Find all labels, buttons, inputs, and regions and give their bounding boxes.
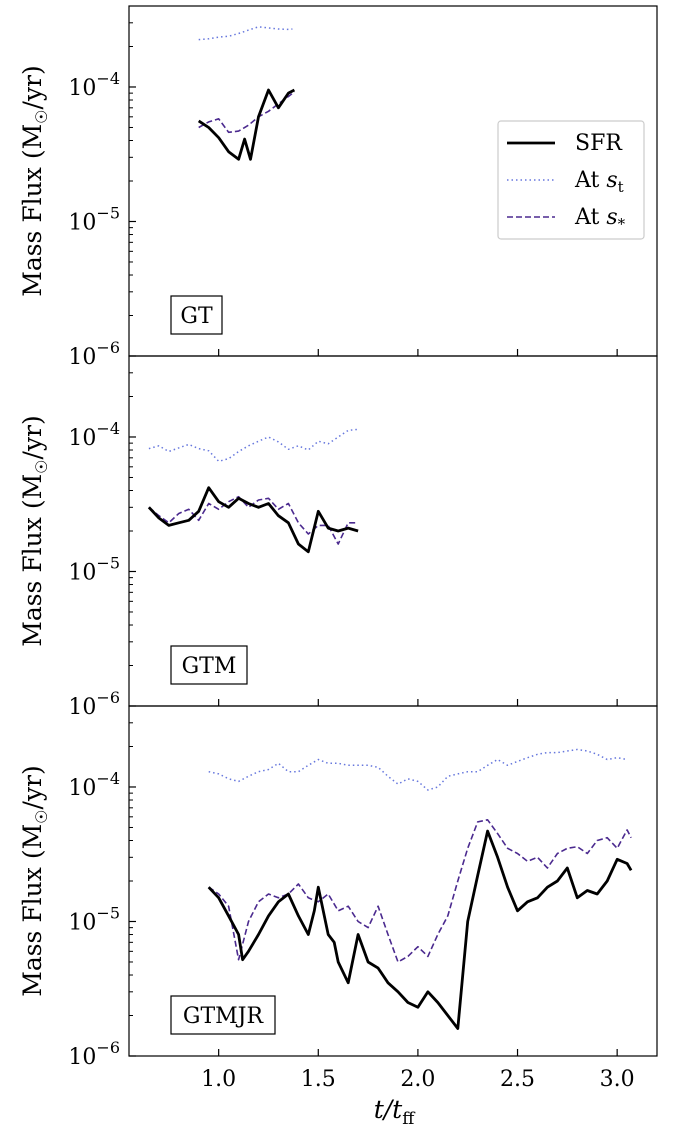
y-label-right: /yr) [18, 65, 47, 109]
panel-tag-text: GTMJR [183, 1004, 265, 1029]
series-gtm-at-st [148, 428, 359, 463]
y-tick-label: 10−5 [68, 553, 120, 585]
legend-label-st: At st [574, 168, 624, 196]
x-label-sub: ff [402, 1109, 416, 1129]
panel-tag-gt: GT [170, 295, 223, 335]
y-tick-label: 10−4 [68, 769, 120, 801]
legend: SFR At st At s* [497, 120, 645, 240]
series-gtm-sfr [147, 486, 359, 554]
panel-tag-gtm: GTM [170, 645, 248, 685]
y-tick-label: 10−5 [68, 203, 120, 235]
series-gt-at-st [198, 26, 293, 41]
x-tick-label: 1.5 [301, 1067, 336, 1092]
y-label-sun: ☉ [32, 109, 51, 123]
y-label-right: /yr) [18, 765, 47, 809]
tick-label-layer: 10−6 10−5 10−4 10−6 10−5 10−4 10−6 10−5 10−4 1.0 1… [68, 69, 634, 1092]
series-gtmjr-at-sstar [208, 818, 632, 963]
series-layer [147, 26, 633, 1030]
y-axis-label-gtm: Mass Flux (M☉/yr) [18, 415, 51, 647]
y-axis-label-gt: Mass Flux (M☉/yr) [18, 65, 51, 297]
series-gtmjr-sfr [207, 829, 633, 1030]
legend-label-sstar: At s* [574, 205, 626, 233]
x-tick-label: 2.0 [400, 1067, 435, 1092]
ticks-layer [129, 5, 618, 1057]
y-label-right: /yr) [18, 415, 47, 459]
y-tick-label: 10−4 [68, 419, 120, 451]
y-axis-label-gtmjr: Mass Flux (M☉/yr) [18, 765, 51, 997]
y-label-left: Mass Flux (M [18, 824, 47, 997]
y-label-left: Mass Flux (M [18, 474, 47, 647]
y-tick-label: 10−6 [68, 688, 120, 720]
x-label-main: t/t [374, 1095, 403, 1124]
y-label-left: Mass Flux (M [18, 124, 47, 297]
x-tick-label: 3.0 [600, 1067, 635, 1092]
panel-tag-gtmjr: GTMJR [170, 995, 276, 1035]
series-gt-sfr [197, 88, 296, 161]
legend-frame [497, 120, 645, 240]
series-gtmjr-at-st [208, 748, 628, 791]
y-tick-label: 10−6 [68, 338, 120, 370]
x-tick-label: 1.0 [201, 1067, 236, 1092]
y-tick-label: 10−5 [68, 903, 120, 935]
y-label-sun: ☉ [32, 459, 51, 473]
x-tick-label: 2.5 [500, 1067, 535, 1092]
svg-text:Mass Flux (M☉/yr): Mass Flux (M☉/yr) [18, 65, 51, 297]
legend-label-sfr: SFR [575, 131, 623, 156]
series-gt-at-sstar [198, 91, 295, 134]
panel-tag-text: GTM [182, 654, 237, 679]
series-gtm-at-sstar [148, 495, 359, 545]
x-axis-label: t/tff [374, 1095, 417, 1129]
y-tick-label: 10−4 [68, 69, 120, 101]
y-label-sun: ☉ [32, 809, 51, 823]
panel-tag-text: GT [180, 304, 213, 329]
svg-text:Mass Flux (M☉/yr): Mass Flux (M☉/yr) [18, 765, 51, 997]
svg-text:Mass Flux (M☉/yr): Mass Flux (M☉/yr) [18, 415, 51, 647]
y-tick-label: 10−6 [68, 1038, 120, 1070]
